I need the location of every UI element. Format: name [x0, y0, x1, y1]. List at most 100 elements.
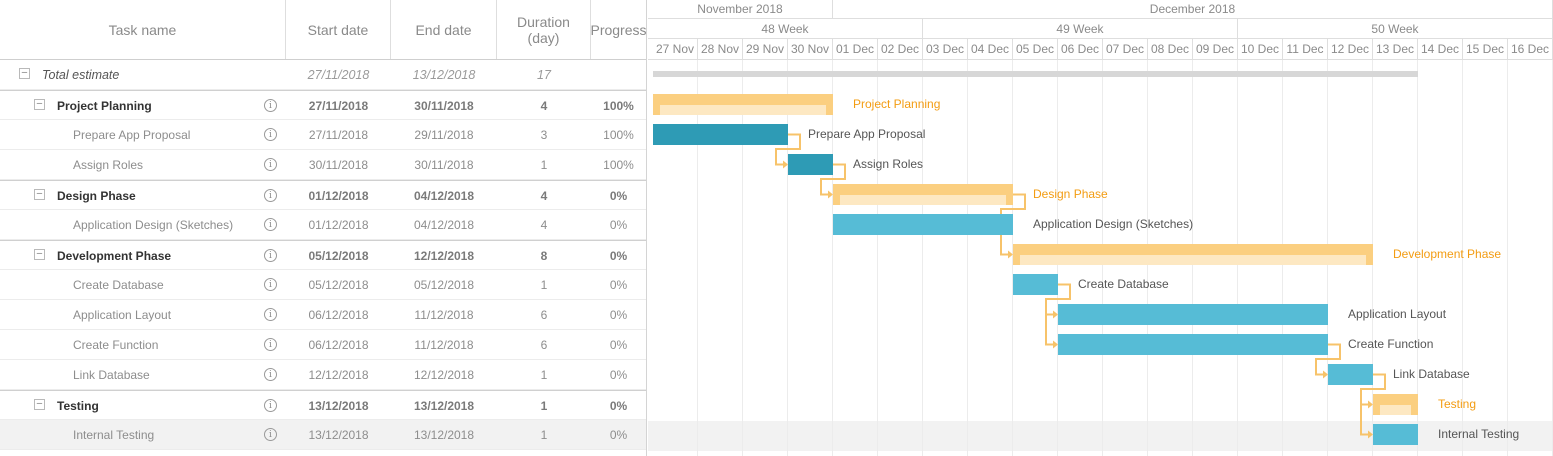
collapse-toggle[interactable]: −: [34, 189, 45, 200]
start-date: 30/11/2018: [308, 157, 369, 172]
task-row[interactable]: − Development Phase i 05/12/2018 12/12/2018 8…: [0, 240, 646, 270]
bar-label: Testing: [1438, 397, 1477, 411]
start-date: 27/11/2018: [308, 98, 369, 113]
task-row[interactable]: Assign Roles i 30/11/2018 30/11/2018 1 100%: [0, 150, 646, 180]
collapse-toggle[interactable]: −: [34, 99, 45, 110]
task-row[interactable]: Create Function i 06/12/2018 11/12/2018 6 0%: [0, 330, 646, 360]
task-row[interactable]: Create Database i 05/12/2018 05/12/2018 1 0%: [0, 270, 646, 300]
column-header-start-date[interactable]: Start date: [286, 0, 391, 59]
group-bar[interactable]: [1373, 394, 1418, 415]
end-date: 13/12/2018: [412, 67, 476, 82]
duration: 1: [540, 398, 548, 413]
info-icon[interactable]: i: [264, 338, 277, 351]
task-row[interactable]: Application Design (Sketches) i 01/12/2018…: [0, 210, 646, 240]
task-row[interactable]: Application Layout i 06/12/2018 11/12/2018 6…: [0, 300, 646, 330]
task-row[interactable]: − Testing i 13/12/2018 13/12/2018 1 0%: [0, 390, 646, 420]
start-date: 06/12/2018: [308, 337, 369, 352]
end-date: 13/12/2018: [413, 398, 475, 413]
link-arrowhead: [1368, 400, 1373, 409]
task-bar[interactable]: [1058, 334, 1328, 355]
start-date: 01/12/2018: [308, 217, 369, 232]
duration: 6: [540, 307, 548, 322]
group-bar[interactable]: [653, 94, 833, 115]
summary-bar[interactable]: [653, 71, 1418, 77]
dependency-link[interactable]: [1000, 193, 1026, 256]
bar-label: Application Layout: [1348, 307, 1447, 321]
task-name: Prepare App Proposal: [73, 127, 191, 142]
dependency-link[interactable]: [1315, 343, 1341, 376]
task-row[interactable]: − Total estimate 27/11/2018 13/12/2018 17: [0, 60, 646, 90]
task-bar[interactable]: [788, 154, 833, 175]
task-row[interactable]: − Design Phase i 01/12/2018 04/12/2018 4 0%: [0, 180, 646, 210]
column-header-task-name[interactable]: Task name: [0, 0, 286, 59]
collapse-toggle[interactable]: −: [34, 249, 45, 260]
group-bar[interactable]: [833, 184, 1013, 205]
group-bar[interactable]: [1013, 244, 1373, 265]
collapse-toggle[interactable]: −: [34, 399, 45, 410]
dependency-link[interactable]: [820, 163, 846, 196]
dependency-link[interactable]: [775, 133, 801, 166]
link-arrowhead: [1368, 430, 1373, 439]
duration: 4: [540, 98, 548, 113]
info-icon[interactable]: i: [264, 218, 277, 231]
end-date: 29/11/2018: [414, 127, 474, 142]
end-date: 11/12/2018: [414, 337, 474, 352]
task-bar[interactable]: [1373, 424, 1418, 445]
info-icon[interactable]: i: [264, 189, 277, 202]
info-icon[interactable]: i: [264, 399, 277, 412]
bar-label: Internal Testing: [1438, 427, 1520, 441]
dependency-links: [775, 133, 1386, 439]
task-bar[interactable]: [653, 124, 788, 145]
day-gridline: [877, 60, 878, 456]
link-arrowhead: [783, 160, 788, 169]
day-gridline: [1507, 60, 1508, 456]
start-date: 05/12/2018: [308, 277, 369, 292]
info-icon[interactable]: i: [264, 158, 277, 171]
day-header: 28 Nov: [698, 39, 743, 60]
dependency-link[interactable]: [1360, 373, 1386, 436]
info-icon[interactable]: i: [264, 308, 277, 321]
end-date: 04/12/2018: [413, 188, 475, 203]
duration: 3: [540, 127, 548, 142]
bar-label: Development Phase: [1393, 247, 1502, 261]
task-name: Link Database: [73, 367, 150, 382]
day-header: 27 Nov: [648, 39, 698, 60]
duration: 1: [540, 157, 548, 172]
info-icon[interactable]: i: [264, 249, 277, 262]
task-bar[interactable]: [1013, 274, 1058, 295]
day-header: 06 Dec: [1058, 39, 1103, 60]
task-name: Application Design (Sketches): [73, 217, 234, 232]
start-date: 13/12/2018: [308, 398, 369, 413]
collapse-toggle[interactable]: −: [19, 68, 30, 79]
task-bar[interactable]: [833, 214, 1013, 235]
info-icon[interactable]: i: [264, 368, 277, 381]
start-date: 27/11/2018: [307, 67, 370, 82]
info-icon[interactable]: i: [264, 428, 277, 441]
link-arrowhead: [828, 190, 833, 199]
day-header: 10 Dec: [1238, 39, 1283, 60]
bar-label: Application Design (Sketches): [1033, 217, 1194, 231]
task-row[interactable]: Prepare App Proposal i 27/11/2018 29/11/201…: [0, 120, 646, 150]
column-header-duration[interactable]: Duration (day): [497, 0, 591, 59]
task-grid: Task name Start date End date Duration (…: [0, 0, 647, 456]
task-row[interactable]: Link Database i 12/12/2018 12/12/2018 1 0%: [0, 360, 646, 390]
day-header: 30 Nov: [788, 39, 833, 60]
column-header-end-date[interactable]: End date: [391, 0, 497, 59]
day-header: 12 Dec: [1328, 39, 1373, 60]
end-date: 12/12/2018: [413, 248, 475, 263]
day-gridline: [697, 60, 698, 456]
info-icon[interactable]: i: [264, 128, 277, 141]
task-name: Testing: [57, 398, 99, 413]
task-name: Application Layout: [73, 307, 172, 322]
task-bar[interactable]: [1328, 364, 1373, 385]
group-bar-notch: [1013, 255, 1373, 265]
task-bar[interactable]: [1058, 304, 1328, 325]
task-row[interactable]: Internal Testing i 13/12/2018 13/12/2018 1 0%: [0, 420, 646, 450]
dependency-link[interactable]: [1045, 283, 1071, 346]
info-icon[interactable]: i: [264, 278, 277, 291]
group-bar-notch: [653, 105, 833, 115]
task-row[interactable]: − Project Planning i 27/11/2018 30/11/2018 4 1…: [0, 90, 646, 120]
info-icon[interactable]: i: [264, 99, 277, 112]
column-header-progress[interactable]: Progress: [590, 21, 647, 38]
progress: 100%: [603, 98, 634, 113]
